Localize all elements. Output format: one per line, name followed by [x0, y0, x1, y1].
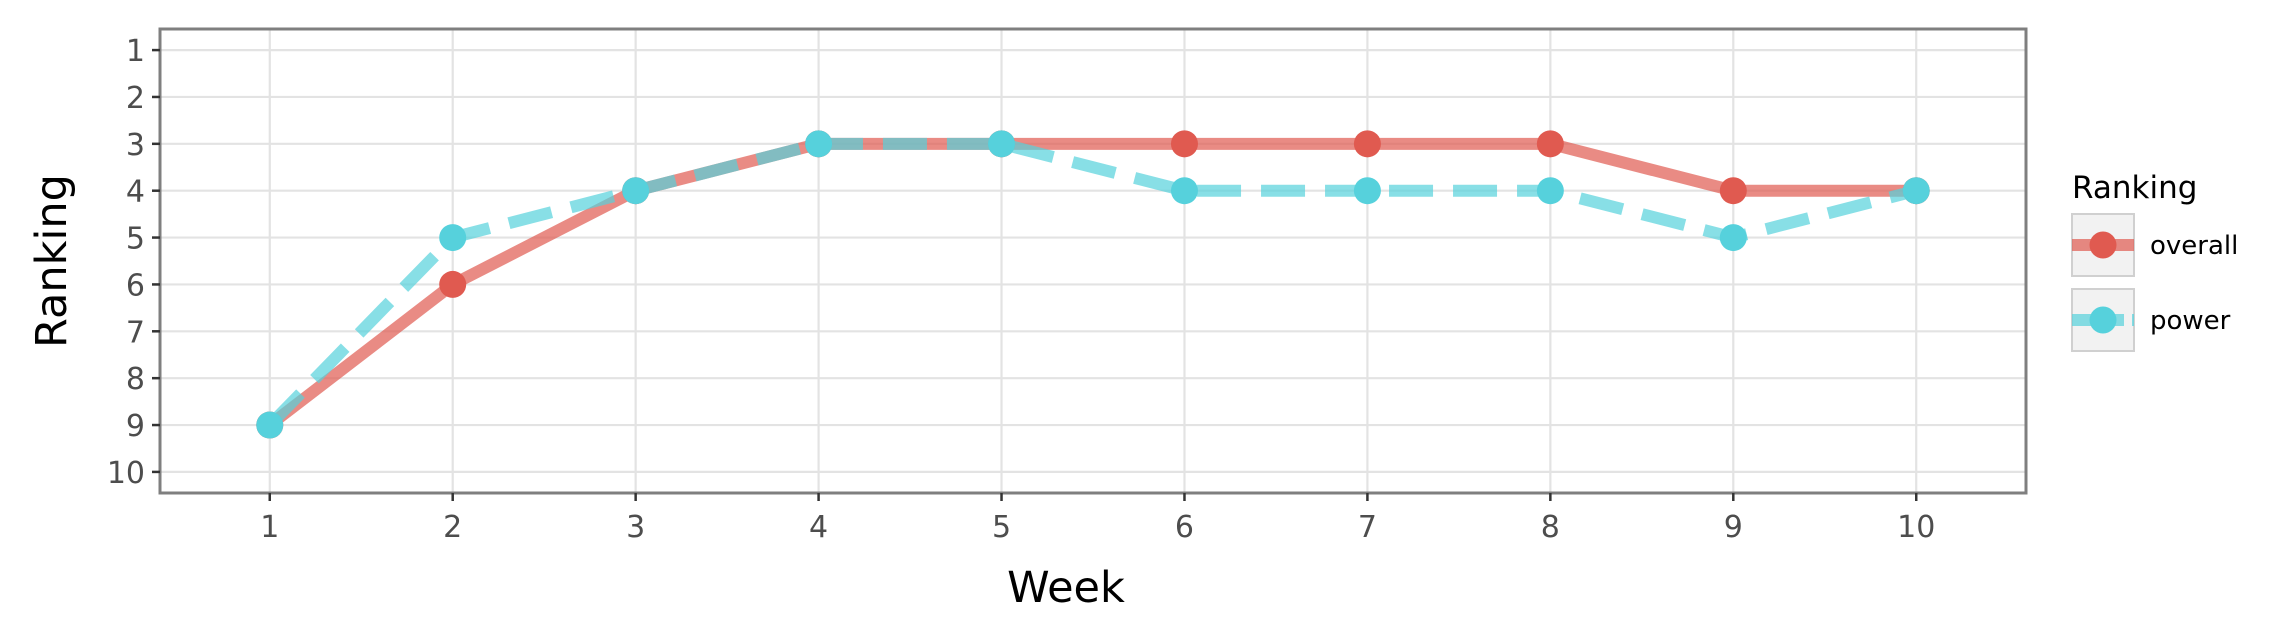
series-power	[256, 130, 1930, 439]
y-tick-label: 5	[126, 222, 145, 257]
data-point-power	[1353, 177, 1381, 205]
legend-item-power: power	[2071, 288, 2231, 352]
data-point-power	[988, 130, 1016, 158]
axes: 1 2 3 4 5 6 7 8 9 10 1 2 3 4 5 6 7 8 9 10	[107, 34, 1936, 545]
legend-title: Ranking	[2072, 170, 2197, 206]
legend-key-marker	[2089, 231, 2117, 259]
y-tick-label: 2	[126, 81, 145, 116]
x-tick-label: 10	[1897, 510, 1935, 545]
y-tick-label: 4	[126, 175, 145, 210]
data-point-power	[439, 224, 467, 252]
legend-key-marker	[2089, 306, 2117, 334]
data-point-power	[1170, 177, 1198, 205]
x-tick-label: 6	[1175, 510, 1194, 545]
data-point-overall	[1719, 177, 1747, 205]
y-tick-label: 8	[126, 362, 145, 397]
x-tick-label: 5	[992, 510, 1011, 545]
legend: Ranking overall power	[2071, 170, 2238, 352]
series-layer	[256, 130, 1930, 439]
y-tick-label: 1	[126, 34, 145, 69]
y-tick-label: 7	[126, 315, 145, 350]
plot-border	[158, 27, 2028, 495]
data-point-overall	[439, 270, 467, 298]
x-axis-title: Week	[1007, 563, 1125, 613]
x-tick-label: 8	[1541, 510, 1560, 545]
y-tick-label: 3	[126, 128, 145, 163]
data-point-overall	[1536, 130, 1564, 158]
legend-item-overall: overall	[2071, 213, 2238, 277]
x-tick-label: 2	[443, 510, 462, 545]
data-point-power	[805, 130, 833, 158]
x-tick-label: 7	[1358, 510, 1377, 545]
data-point-power	[1719, 224, 1747, 252]
x-tick-label: 1	[260, 510, 279, 545]
legend-label: power	[2150, 306, 2231, 336]
data-point-power	[622, 177, 650, 205]
data-point-overall	[1353, 130, 1381, 158]
y-tick-label: 10	[107, 456, 145, 491]
y-axis-title: Ranking	[27, 174, 77, 348]
series-line-overall	[266, 137, 1917, 430]
series-line-power	[265, 137, 1918, 430]
data-point-power	[1536, 177, 1564, 205]
plot-background	[160, 29, 2026, 493]
y-tick-label: 6	[126, 268, 145, 303]
x-tick-label: 4	[809, 510, 828, 545]
y-tick-label: 9	[126, 409, 145, 444]
x-tick-label: 9	[1724, 510, 1743, 545]
legend-label: overall	[2150, 231, 2238, 261]
data-point-power	[1902, 177, 1930, 205]
data-point-overall	[1170, 130, 1198, 158]
data-point-power	[256, 411, 284, 439]
x-tick-label: 3	[626, 510, 645, 545]
